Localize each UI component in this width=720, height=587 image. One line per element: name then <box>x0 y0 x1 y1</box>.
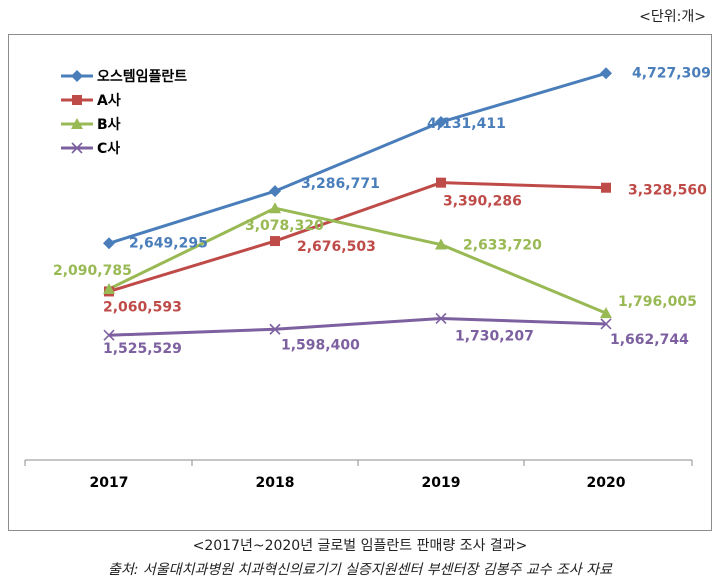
series-3-point-3 <box>600 318 612 330</box>
chart-caption: <2017년~2020년 글로벌 임플란트 판매량 조사 결과> <box>192 538 528 554</box>
series-1-point-3 <box>601 182 611 193</box>
series-0-point-2 <box>435 116 447 129</box>
series-0-point-1 <box>269 185 281 198</box>
chart-frame: 2017 2018 2019 2020 2,649,295 3,286,771 4,131… <box>8 34 712 531</box>
legend-marker-2 <box>71 118 83 129</box>
line-chart: 2017 2018 2019 2020 2,649,295 3,286,771 4,131… <box>24 65 711 491</box>
series-2-point-0 <box>103 282 115 294</box>
series-1-point-2 <box>436 177 446 188</box>
series-2-data-label-2: 2,633,720 <box>463 238 542 254</box>
series-2-data-label-0: 2,090,785 <box>53 263 132 279</box>
series-line-3 <box>108 316 607 337</box>
series-0-data-label-1: 3,286,771 <box>301 176 380 192</box>
legend-marker-3 <box>71 142 83 154</box>
series-line-1 <box>108 181 607 293</box>
x-tick-label-2020: 2020 <box>587 475 626 491</box>
legend-label-2: B사 <box>97 117 121 133</box>
series-0-point-3 <box>600 67 612 80</box>
series-0-data-label-2: 4,131,411 <box>427 116 506 132</box>
series-3-data-label-1: 1,598,400 <box>281 337 360 353</box>
series-line-0 <box>108 71 607 245</box>
x-tick-label-2019: 2019 <box>422 475 461 491</box>
series-2-point-2 <box>435 238 447 250</box>
series-line-2 <box>108 206 607 315</box>
series-0-data-label-0: 2,649,295 <box>129 235 208 251</box>
source-note: 출처: 서울대치과병원 치과혁신의료기기 실증지원센터 부센터장 김봉주 교수 … <box>108 562 612 578</box>
legend-label-0: 오스템임플란트 <box>97 68 187 85</box>
legend-label-3: C사 <box>97 141 120 157</box>
series-0-data-label-3: 4,727,309 <box>632 65 711 81</box>
series-1-data-label-0: 2,060,593 <box>103 299 182 315</box>
series-2-point-3 <box>600 307 612 319</box>
series-1-data-label-3: 3,328,560 <box>628 183 707 199</box>
series-3-data-label-2: 1,730,207 <box>455 328 534 344</box>
x-tick-label-2017: 2017 <box>90 475 129 491</box>
series-1-point-1 <box>270 236 280 247</box>
series-2-data-label-3: 1,796,005 <box>618 294 697 310</box>
legend-label-1: A사 <box>97 93 121 109</box>
series-3-data-label-3: 1,662,744 <box>610 332 689 348</box>
legend-marker-1 <box>72 95 82 105</box>
series-3-point-0 <box>103 329 115 341</box>
series-3-point-2 <box>435 312 447 325</box>
series-2-data-label-1: 3,078,320 <box>245 218 324 234</box>
series-3-data-label-0: 1,525,529 <box>103 341 182 357</box>
series-1-data-label-1: 2,676,503 <box>297 239 376 255</box>
unit-label: <단위:개> <box>639 9 706 25</box>
x-tick-label-2018: 2018 <box>256 475 295 491</box>
series-2-point-1 <box>269 202 281 214</box>
legend-marker-0 <box>71 70 83 82</box>
series-3-point-1 <box>269 323 281 335</box>
series-0-point-0 <box>103 237 115 250</box>
series-1-data-label-2: 3,390,286 <box>443 194 522 210</box>
